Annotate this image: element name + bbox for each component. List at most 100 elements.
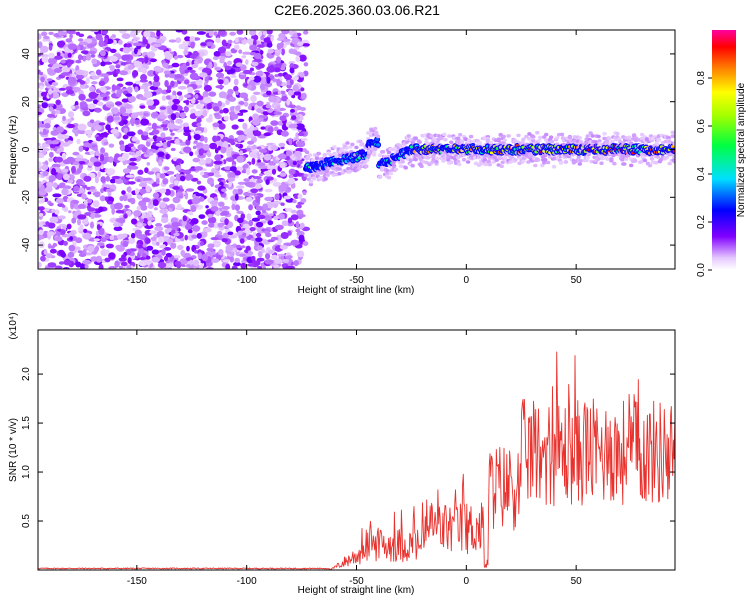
spectrogram-cell [145,185,151,193]
spectrogram-cell [281,48,285,56]
spectrogram-cell [300,57,305,61]
spectrogram-cell [128,151,136,156]
spectrogram-cell [234,193,239,201]
spectrogram-cell [131,136,138,142]
spectrogram-cell [424,137,429,141]
spectrogram-cell [100,93,107,98]
spectrogram-cell [137,57,145,62]
spectrogram-cell [82,184,88,189]
spectrogram-cell [496,137,501,141]
spectrogram-cell [207,243,215,249]
spectrogram-cell [89,156,96,163]
spectrogram-cell [101,30,109,35]
spectrogram-cell [48,157,54,162]
spectrogram-cell [65,38,73,43]
spectrogram-cell [502,138,507,143]
spectrogram-cell [114,260,120,268]
spectrogram-cell [133,42,142,47]
spectrogram-cell [521,137,526,142]
spectrogram-cell [201,220,208,225]
x-tick-label: -50 [349,576,364,587]
spectrogram-cell [160,244,166,249]
spectrogram-cell [296,250,305,258]
spectrogram-cell [419,164,424,169]
spectrogram-cell [98,39,105,48]
spectrogram-cell [227,39,233,45]
spectrogram-cell [549,139,555,144]
spectrogram-cell [93,238,101,242]
spectrogram-cell [48,175,56,182]
spectrogram-cell [538,135,543,140]
spectrogram-cell [125,81,134,86]
spectrogram-cell [260,126,266,130]
spectrogram-cell [63,259,72,266]
spectrogram-cell [161,248,166,256]
spectrogram-cell [237,181,247,185]
spectrogram-cell [246,213,252,221]
spectrogram-cell [213,106,220,112]
spectrogram-cell [89,119,95,124]
spectrogram-cell [294,150,302,158]
spectrogram-cell [137,244,143,249]
spectrogram-cell [78,145,84,152]
spectrogram-cell [52,193,62,198]
spectrogram-cell [183,169,192,175]
spectrogram-cell [285,265,295,269]
spectrogram-cell [143,91,153,99]
spectrogram-cell [85,53,92,61]
spectrogram-cell [222,141,229,149]
spectrogram-cell [166,107,174,115]
spectrogram-cell [487,162,492,167]
spectrogram-cell [166,140,171,148]
spectrogram-cell [222,107,229,114]
spectrogram-cell [265,179,270,185]
spectrogram-cell [194,166,204,171]
spectrogram-cell [194,111,202,117]
spectrogram-cell [187,86,194,94]
spectrogram-cell [253,91,261,96]
spectrogram-cell [202,109,208,117]
spectrogram-cell [142,82,151,87]
spectrogram-cell [72,151,80,156]
spectrogram-cell [172,98,181,105]
spectrogram-cell [155,142,164,147]
spectrogram-cell [60,59,66,64]
spectrogram-cell [87,198,93,204]
spectrogram-cell [176,203,183,210]
spectrogram-cell [196,117,202,123]
spectrogram-cell [243,101,249,107]
spectrogram-cell [237,118,245,122]
spectrogram-cell [278,142,286,147]
spectrogram-cell [121,112,130,117]
spectrogram-cell [116,77,124,82]
spectrogram-cell [273,201,282,205]
spectrogram-cell [164,52,173,60]
spectrogram-cell [213,196,219,202]
spectrogram-cell [670,145,675,149]
spectrogram-cell [270,145,279,151]
spectrogram-cell [105,249,110,255]
spectrogram-cell [291,76,299,81]
spectrogram-cell [526,160,531,164]
spectrogram-cell [300,107,306,111]
spectrogram-cell [292,199,297,204]
spectrogram-cell [190,54,197,59]
spectrogram-cell [217,30,226,36]
spectrogram-cell [243,178,250,182]
spectrogram-cell [57,40,66,48]
spectrogram-cell [61,168,69,173]
spectrogram-cell [87,133,92,139]
spectrogram-cell [162,178,169,185]
spectrogram-cell [597,141,602,146]
spectrogram-cell [237,217,244,224]
spectrogram-cell [218,91,227,99]
spectrogram-cell [266,65,276,73]
spectrogram-cell [536,158,541,162]
spectrogram-cell [195,103,204,110]
spectrogram-cell [98,206,104,213]
spectrogram-cell [124,104,133,109]
spectrogram-cell [186,211,193,215]
spectrogram-cell [277,213,285,220]
spectrogram-cell [40,45,49,53]
spectrogram-cell [300,138,308,142]
